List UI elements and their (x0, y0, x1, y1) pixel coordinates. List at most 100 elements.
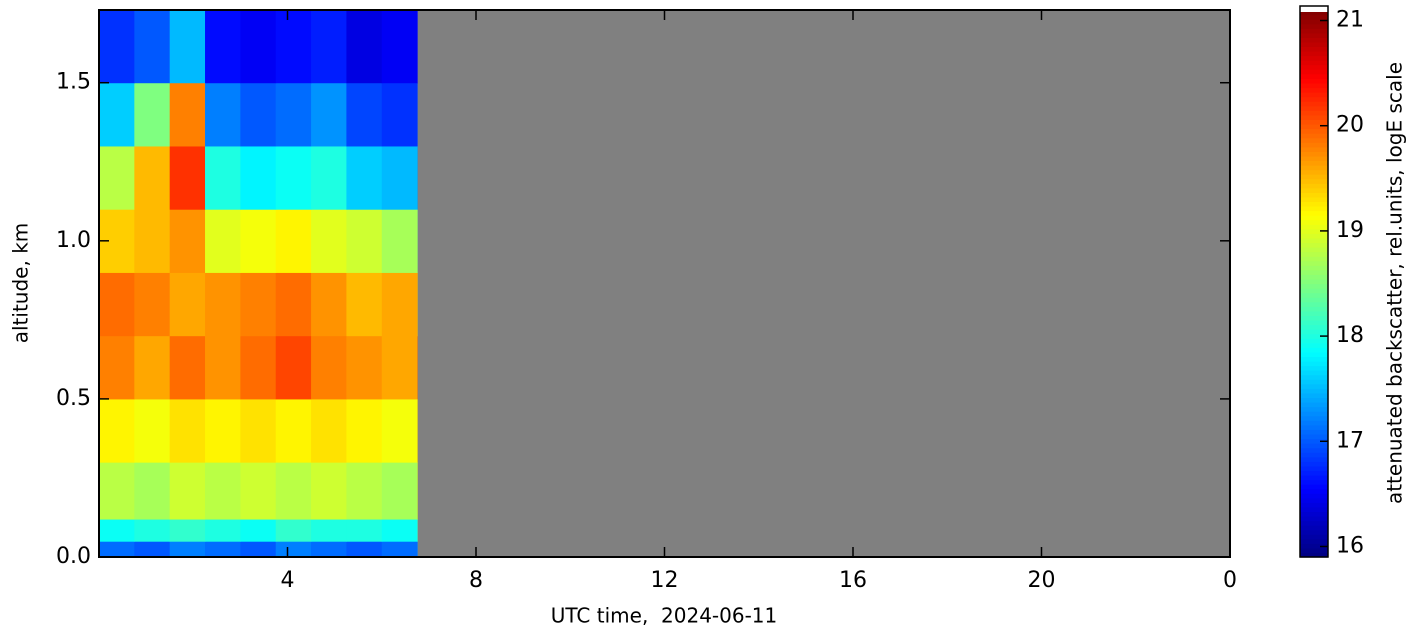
colorbar-swatch (1300, 511, 1328, 517)
colorbar-swatch (1300, 41, 1328, 48)
y-tick-label: 0.0 (56, 544, 91, 569)
heat-cell (346, 462, 383, 520)
colorbar-swatch (1300, 219, 1328, 225)
colorbar-tick-label: 20 (1336, 113, 1364, 138)
heat-cell (169, 10, 206, 84)
heat-cell (240, 209, 277, 273)
heat-cell (417, 519, 418, 542)
heat-cell (417, 272, 418, 337)
colorbar-swatch (1300, 10, 1328, 16)
colorbar-swatch (1300, 23, 1328, 29)
colorbar-swatch (1300, 96, 1328, 102)
heat-cell (311, 541, 347, 558)
heat-cell (381, 10, 418, 84)
heat-cell (99, 398, 135, 463)
colorbar-swatch (1300, 151, 1328, 157)
colorbar-swatch (1300, 479, 1328, 485)
heat-cell (99, 145, 135, 210)
heat-cell (417, 82, 418, 147)
colorbar-swatch (1300, 529, 1328, 535)
colorbar-swatch (1300, 78, 1328, 84)
colorbar-swatch (1300, 155, 1328, 162)
colorbar-swatch (1300, 356, 1328, 362)
colorbar-swatch (1300, 87, 1328, 93)
colorbar-swatch (1300, 283, 1328, 289)
colorbar-swatch (1300, 101, 1328, 107)
colorbar-swatch (1300, 142, 1328, 148)
heat-cell (311, 145, 347, 210)
colorbar-swatch (1300, 55, 1328, 61)
colorbar-swatch (1300, 461, 1328, 467)
heat-cell (275, 10, 312, 84)
heat-cell (205, 541, 241, 558)
heat-cell (275, 272, 312, 337)
x-axis-label: UTC time, 2024-06-11 (551, 604, 778, 628)
heat-cell (134, 398, 171, 463)
heat-cell (381, 82, 418, 147)
heat-cell (205, 145, 241, 210)
colorbar-swatch (1300, 383, 1328, 389)
y-tick-label: 1.5 (56, 70, 91, 95)
heat-cell (381, 541, 418, 558)
heat-cell (346, 145, 383, 210)
heat-cell (240, 272, 277, 337)
colorbar-tick-label: 17 (1336, 428, 1364, 453)
colorbar-swatch (1300, 525, 1328, 531)
heat-cell (311, 209, 347, 273)
colorbar-swatch (1300, 73, 1328, 79)
colorbar-swatch (1300, 46, 1328, 52)
colorbar-swatch (1300, 133, 1328, 139)
heat-cell (134, 541, 171, 558)
heat-cell (169, 145, 206, 210)
heat-cell (346, 272, 383, 337)
colorbar-swatch (1300, 547, 1328, 554)
heat-cell (311, 272, 347, 337)
colorbar-swatch (1300, 443, 1328, 449)
colorbar-tick-label: 18 (1336, 323, 1364, 348)
heat-cell (311, 398, 347, 463)
x-tick-label: 0 (1223, 568, 1237, 593)
heat-cell (240, 541, 277, 558)
colorbar-tick-label: 16 (1336, 533, 1364, 558)
heat-cell (275, 145, 312, 210)
colorbar-swatch (1300, 402, 1328, 408)
colorbar-swatch (1300, 128, 1328, 134)
heat-cell (205, 10, 241, 84)
heat-cell (99, 10, 135, 84)
colorbar-swatch (1300, 146, 1328, 152)
heat-cell (311, 519, 347, 542)
colorbar-swatch (1300, 338, 1328, 344)
heat-cell (99, 272, 135, 337)
colorbar-swatch (1300, 242, 1328, 248)
colorbar-swatch (1300, 429, 1328, 435)
x-tick-label: 12 (651, 568, 679, 593)
heat-cell (311, 10, 347, 84)
colorbar-swatch (1300, 247, 1328, 253)
colorbar-swatch (1300, 119, 1328, 125)
colorbar-swatch (1300, 82, 1328, 89)
heat-cell (417, 462, 418, 520)
heat-cell (169, 82, 206, 147)
colorbar-swatch (1300, 552, 1328, 558)
colorbar-swatch (1300, 415, 1328, 421)
colorbar-swatch (1300, 506, 1328, 513)
heat-cell (275, 209, 312, 273)
colorbar-swatch (1300, 397, 1328, 403)
colorbar-swatch (1300, 497, 1328, 503)
heat-cell (381, 209, 418, 273)
colorbar-swatch (1300, 215, 1328, 221)
x-tick-label: 16 (839, 568, 867, 593)
colorbar-swatch (1300, 92, 1328, 98)
heat-cell (99, 541, 135, 558)
heat-cell (240, 82, 277, 147)
heat-cell (169, 541, 206, 558)
colorbar-swatch (1300, 64, 1328, 70)
heat-cell (240, 335, 277, 400)
heat-cell (240, 10, 277, 84)
colorbar-swatch (1300, 224, 1328, 230)
colorbar-swatch (1300, 538, 1328, 544)
heat-cell (99, 519, 135, 542)
heat-cell (417, 541, 418, 558)
heat-cell (99, 82, 135, 147)
